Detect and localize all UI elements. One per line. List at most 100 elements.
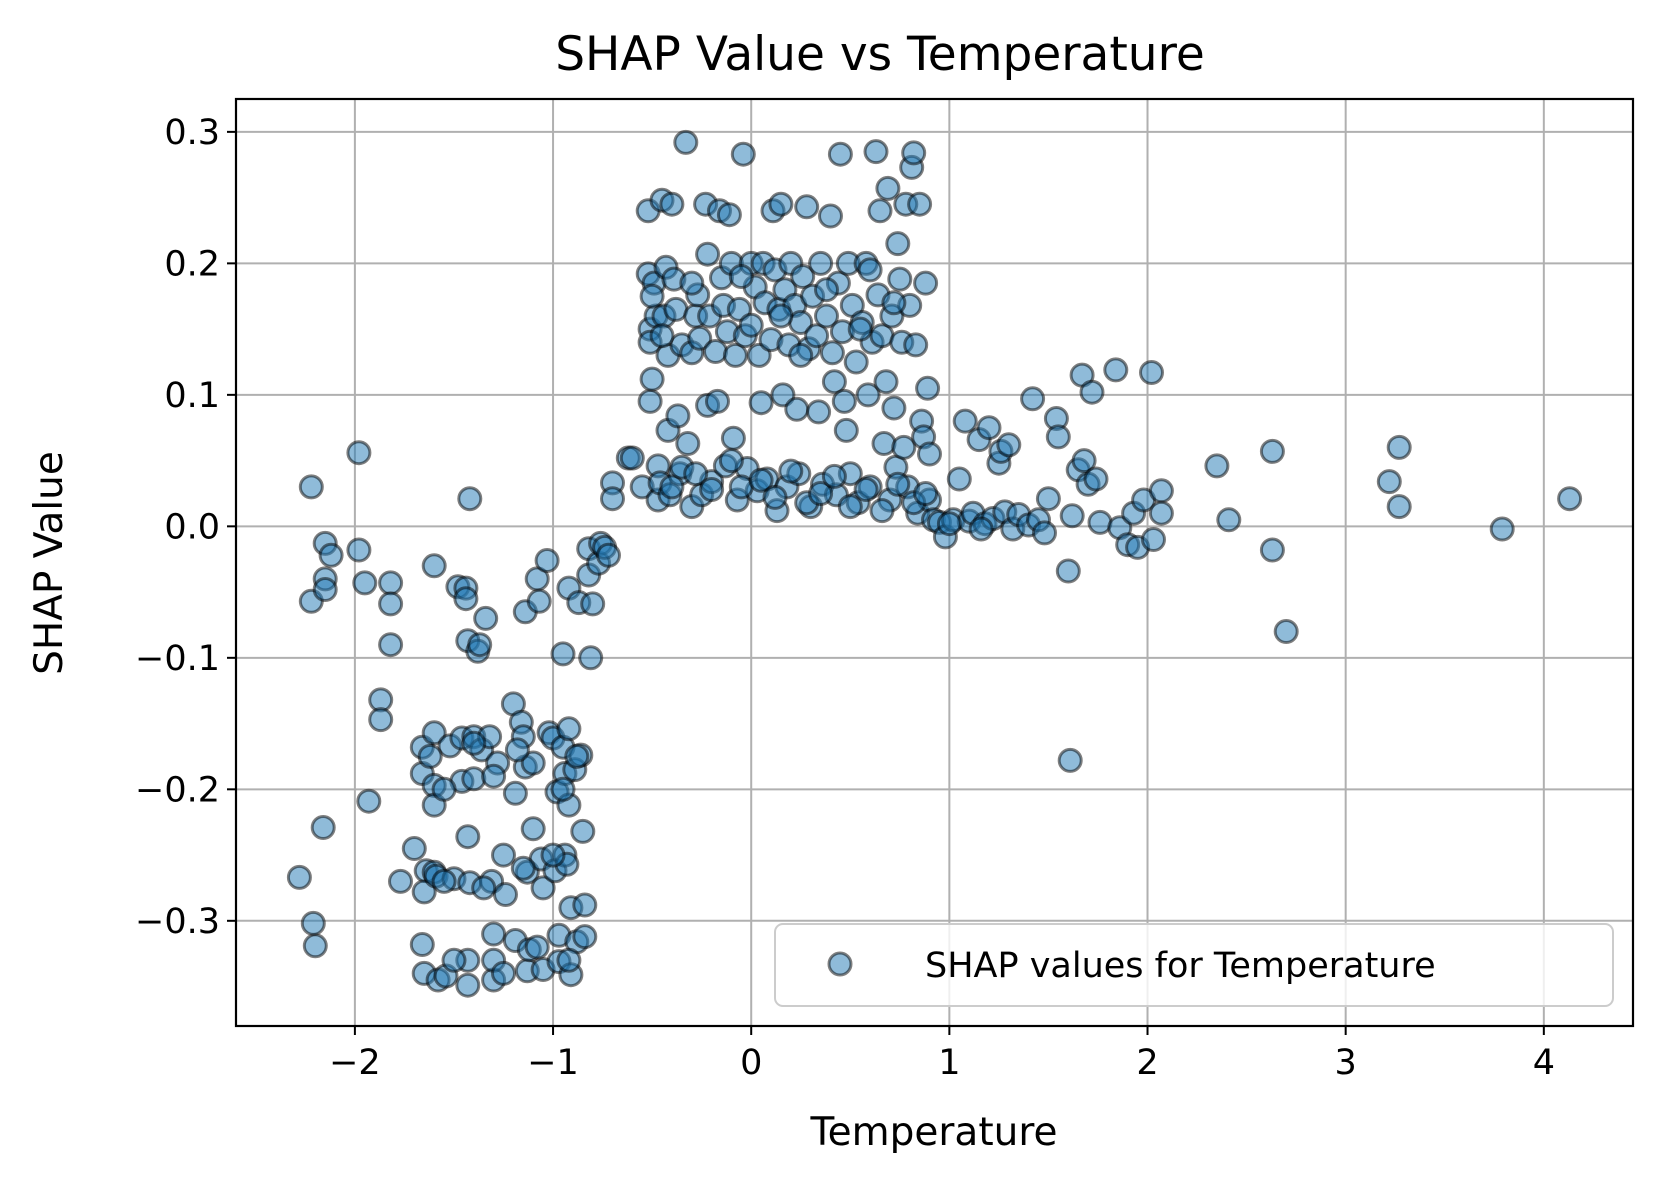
data-point: [819, 340, 845, 366]
data-point: [572, 924, 598, 950]
data-point: [968, 516, 994, 542]
data-point: [346, 440, 372, 466]
plot-frame: [234, 97, 1635, 1028]
data-point: [502, 780, 528, 806]
data-point: [855, 382, 881, 408]
data-point: [461, 730, 487, 756]
data-point: [936, 511, 962, 537]
data-point: [1216, 507, 1242, 533]
data-point: [578, 645, 604, 671]
data-point: [556, 947, 582, 973]
data-point: [869, 498, 895, 524]
data-point: [873, 369, 899, 395]
chart-title: SHAP Value vs Temperature: [555, 27, 1205, 82]
data-point: [1020, 386, 1046, 412]
data-point: [455, 824, 481, 850]
data-point: [471, 875, 497, 901]
data-point: [827, 141, 853, 167]
data-point: [1148, 500, 1174, 526]
data-point: [378, 570, 404, 596]
data-point: [491, 842, 516, 868]
grid-lines: [236, 99, 1633, 1026]
data-point: [675, 431, 701, 456]
data-point: [1386, 434, 1412, 460]
data-point: [570, 818, 596, 844]
data-point: [784, 396, 810, 422]
data-point: [1386, 494, 1412, 520]
x-tick-label: −2: [329, 1043, 381, 1083]
data-points: [286, 129, 1583, 998]
y-axis-ticks: −0.3 −0.2 −0.1 0.0 0.1 0.2 0.3: [135, 113, 236, 942]
legend-box: [774, 923, 1614, 1007]
legend: SHAP values for Temperature: [774, 923, 1614, 1007]
data-point: [520, 816, 546, 842]
data-point: [534, 548, 560, 573]
y-tick-label: 0.3: [164, 113, 220, 153]
data-point: [794, 194, 820, 220]
data-point: [356, 788, 382, 814]
data-point: [857, 257, 883, 283]
data-point: [524, 934, 550, 960]
data-point: [695, 241, 721, 267]
data-point: [730, 141, 756, 167]
x-axis-label: Temperature: [809, 1110, 1057, 1155]
data-point: [1035, 486, 1061, 512]
data-point: [1032, 520, 1057, 546]
data-point: [481, 921, 507, 947]
data-point: [679, 270, 705, 296]
data-point: [421, 553, 447, 579]
data-point: [804, 323, 830, 349]
data-point: [1148, 478, 1174, 504]
data-point: [1079, 379, 1105, 405]
data-point: [286, 864, 312, 890]
data-point: [867, 198, 893, 224]
data-point: [510, 855, 536, 881]
data-point: [768, 303, 794, 329]
data-point: [1489, 516, 1515, 542]
data-point: [863, 139, 889, 165]
data-point: [619, 445, 645, 471]
data-point: [683, 461, 709, 487]
data-point: [738, 312, 764, 338]
data-point: [441, 947, 467, 973]
data-point: [885, 471, 911, 497]
data-point: [530, 875, 556, 901]
data-point: [762, 484, 788, 510]
data-point: [455, 972, 481, 998]
data-point: [1083, 466, 1109, 492]
data-point: [946, 466, 972, 492]
data-point: [346, 537, 372, 563]
data-point: [814, 303, 839, 329]
data-point: [885, 231, 911, 257]
data-point: [901, 140, 927, 166]
data-point: [806, 399, 832, 425]
data-point: [673, 129, 699, 155]
x-axis-ticks: −2 −1 0 1 2 3 4: [329, 1026, 1555, 1083]
data-point: [875, 175, 901, 201]
data-point: [659, 474, 685, 500]
data-point: [431, 868, 457, 894]
data-point: [1273, 619, 1299, 644]
data-point: [705, 388, 730, 414]
data-point: [600, 486, 625, 512]
data-point: [808, 481, 834, 506]
x-tick-label: 3: [1335, 1043, 1357, 1083]
data-point: [352, 570, 378, 596]
x-tick-label: 4: [1533, 1043, 1555, 1083]
data-point: [1259, 537, 1285, 563]
data-point: [491, 960, 516, 986]
data-point: [821, 369, 847, 395]
data-point: [467, 632, 493, 658]
data-point: [378, 591, 404, 617]
data-point: [687, 325, 713, 351]
data-point: [821, 463, 847, 489]
data-point: [520, 750, 546, 776]
x-tick-label: 2: [1136, 1043, 1158, 1083]
data-point: [881, 290, 907, 316]
legend-label: SHAP values for Temperature: [925, 946, 1436, 986]
data-point: [457, 486, 483, 512]
data-point: [302, 933, 328, 959]
y-tick-label: 0.0: [164, 507, 220, 547]
data-point: [453, 586, 479, 612]
